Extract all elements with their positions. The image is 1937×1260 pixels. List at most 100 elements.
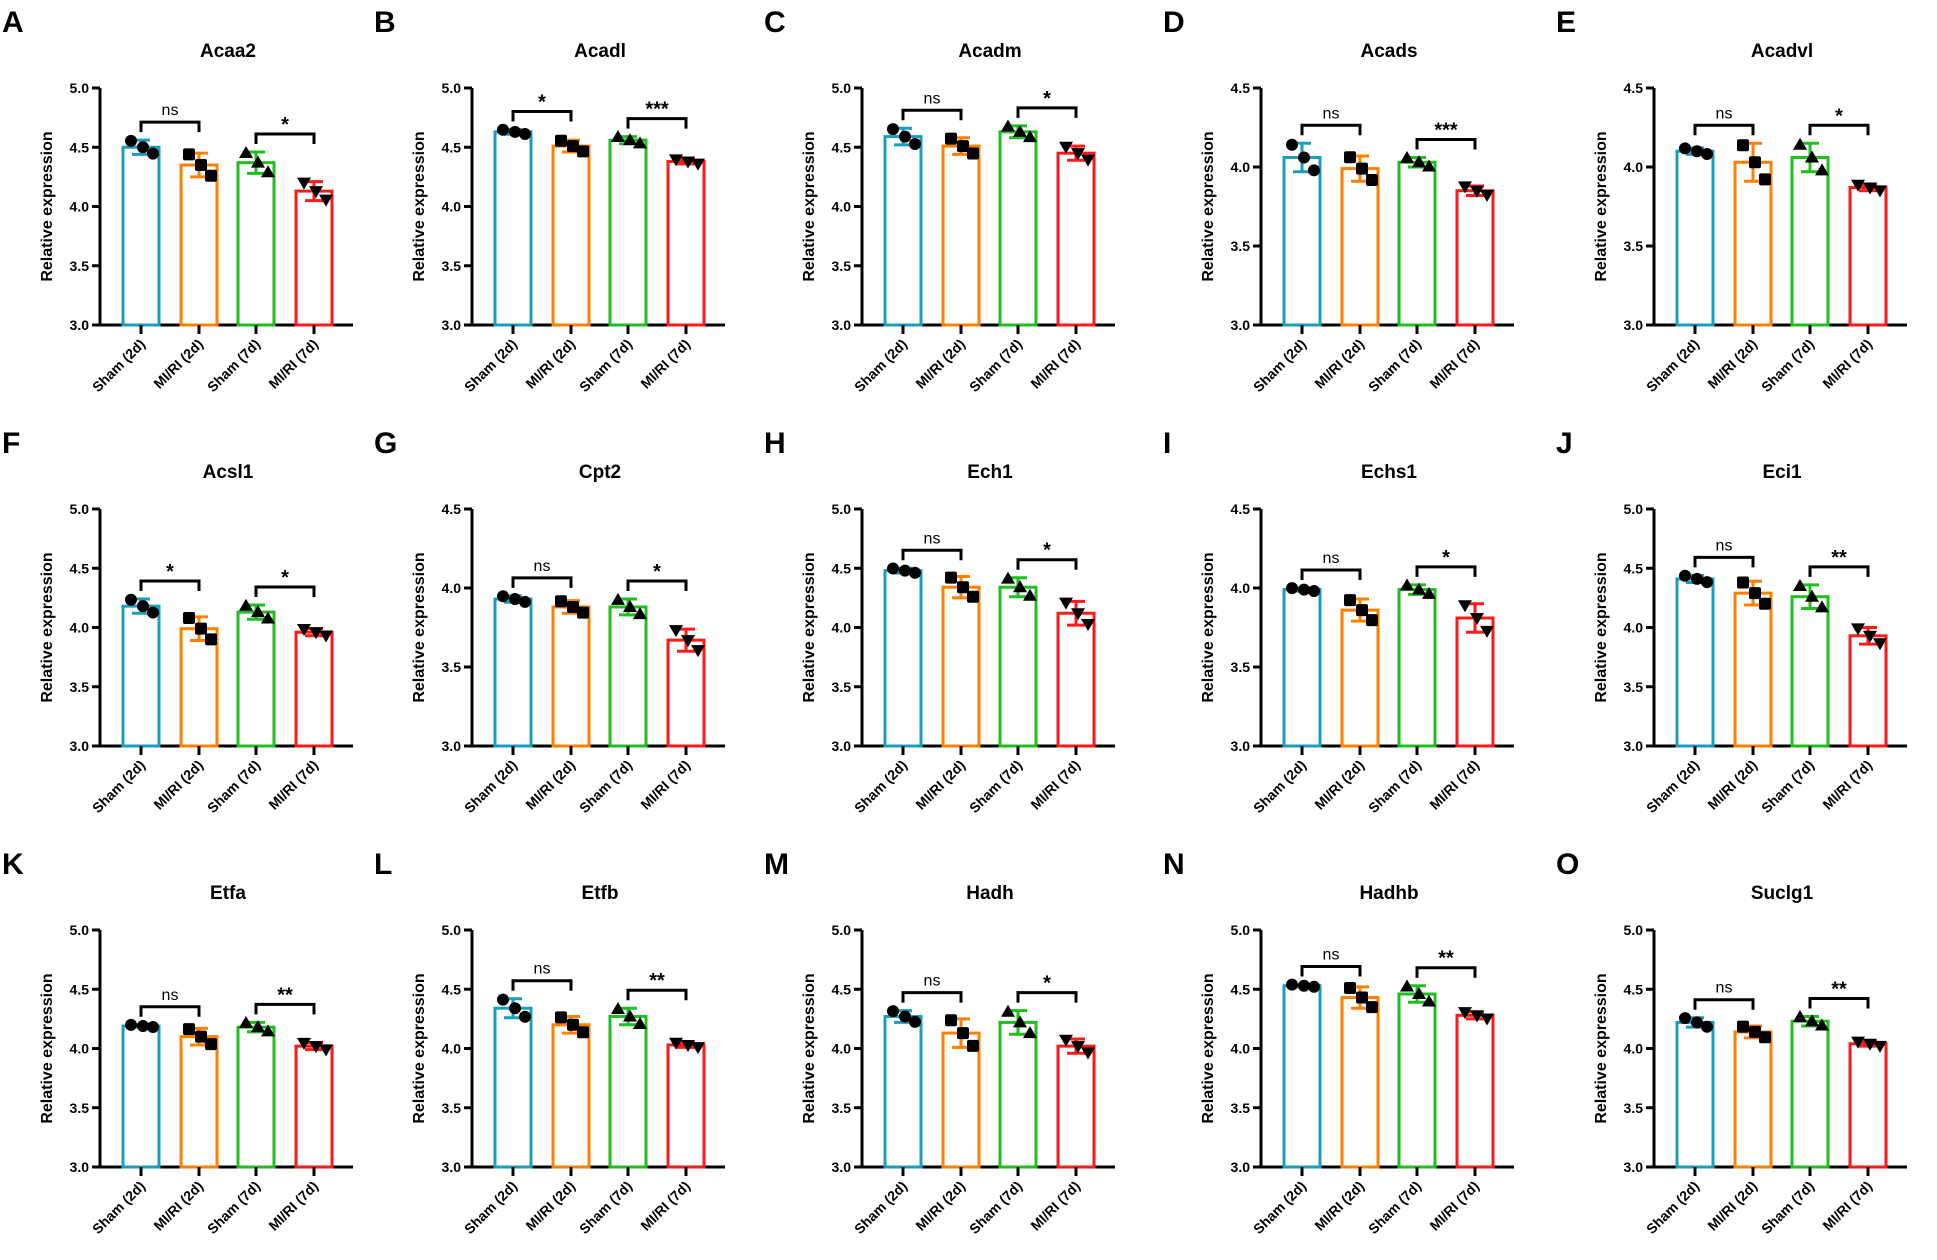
- significance-label: *: [1043, 88, 1051, 110]
- bar-3: [1056, 1044, 1096, 1169]
- x-tick-label: MI/RI (2d): [1704, 1178, 1760, 1234]
- x-tick-label: Sham (7d): [1365, 1178, 1424, 1237]
- data-point: [1737, 576, 1749, 589]
- bar-1: [941, 144, 981, 327]
- x-tick-label: MI/RI (7d): [1819, 757, 1875, 813]
- significance-label: *: [653, 561, 661, 583]
- data-point: [899, 564, 911, 577]
- bar-0: [883, 569, 923, 748]
- bar-0: [1282, 156, 1322, 327]
- data-point: [567, 140, 579, 153]
- y-tick-label: 4.0: [832, 199, 852, 215]
- data-point: [1805, 1014, 1819, 1027]
- data-point: [297, 624, 311, 637]
- data-point: [1013, 124, 1027, 137]
- bar-0: [121, 604, 161, 748]
- bar-3: [1455, 189, 1495, 327]
- data-point: [309, 1041, 323, 1054]
- y-tick-label: 3.0: [70, 1159, 90, 1175]
- bar-0: [883, 1015, 923, 1169]
- data-point: [899, 130, 911, 143]
- chart-title: Etfa: [210, 883, 246, 904]
- chart-panel-N: N Hadhb Relative expression 3.0 3.5 4.0 4.5 5.0…: [1163, 848, 1514, 1237]
- significance-label: *: [1835, 105, 1843, 127]
- significance-label: ns: [924, 530, 941, 547]
- data-point: [1422, 994, 1436, 1007]
- significance-label: *: [538, 91, 546, 113]
- y-axis-label: Relative expression: [1200, 131, 1217, 281]
- data-point: [251, 605, 265, 618]
- data-point: [1400, 979, 1414, 992]
- bar-3: [1848, 186, 1888, 327]
- bar-3: [1455, 616, 1495, 748]
- y-tick-label: 4.0: [1231, 580, 1251, 596]
- x-tick-label: Sham (2d): [89, 1178, 148, 1237]
- x-tick-label: MI/RI (2d): [912, 757, 968, 813]
- y-tick-label: 3.0: [1624, 317, 1644, 333]
- panel-letter: K: [2, 848, 24, 881]
- significance-bracket: [1415, 138, 1477, 150]
- y-tick-label: 4.5: [70, 981, 90, 997]
- data-point: [967, 147, 979, 160]
- significance-label: *: [1043, 540, 1051, 562]
- y-axis-label: Relative expression: [801, 131, 818, 281]
- y-axis-label: Relative expression: [39, 131, 56, 281]
- y-tick-label: 5.0: [832, 501, 852, 517]
- bar-2: [998, 1020, 1038, 1169]
- data-point: [1691, 145, 1703, 158]
- data-point: [1691, 1016, 1703, 1029]
- chart-panel-H: H Ech1 Relative expression 3.0 3.5 4.0 4.5 5.0 S…: [764, 427, 1115, 816]
- data-point: [1286, 582, 1298, 595]
- chart-title: Acadm: [958, 41, 1021, 62]
- y-tick-label: 4.5: [1231, 981, 1251, 997]
- data-point: [1356, 604, 1368, 617]
- x-tick-label: MI/RI (7d): [1027, 1178, 1083, 1234]
- data-point: [1081, 154, 1095, 167]
- data-point: [147, 1021, 159, 1034]
- data-point: [1298, 151, 1310, 164]
- data-point: [509, 593, 521, 606]
- panel-letter: A: [2, 6, 24, 39]
- y-tick-label: 5.0: [70, 80, 90, 96]
- chart-panel-F: F Acsl1 Relative expression 3.0 3.5 4.0 4.5 5.0…: [2, 427, 353, 816]
- x-tick-label: MI/RI (7d): [1027, 757, 1083, 813]
- data-point: [1851, 179, 1865, 192]
- significance-label: *: [281, 114, 289, 136]
- bar-2: [236, 1025, 276, 1169]
- bar-0: [1282, 588, 1322, 748]
- significance-label: ns: [162, 987, 179, 1004]
- bar-0: [121, 145, 161, 327]
- chart-panel-O: O Suclg1 Relative expression 3.0 3.5 4.0 4.5 5.…: [1556, 848, 1907, 1237]
- data-point: [577, 1026, 589, 1039]
- y-axis-label: Relative expression: [411, 131, 428, 281]
- x-tick-label: MI/RI (7d): [1819, 1178, 1875, 1234]
- y-tick-label: 5.0: [832, 80, 852, 96]
- y-tick-label: 4.0: [832, 620, 852, 636]
- x-tick-label: MI/RI (2d): [1704, 757, 1760, 813]
- data-point: [555, 1011, 567, 1024]
- y-axis-label: Relative expression: [801, 973, 818, 1123]
- x-tick-label: MI/RI (2d): [1311, 757, 1367, 813]
- y-tick-label: 4.0: [70, 1041, 90, 1057]
- y-tick-label: 3.0: [832, 738, 852, 754]
- chart-title: Suclg1: [1751, 883, 1814, 904]
- data-point: [1059, 597, 1073, 610]
- x-tick-label: Sham (2d): [461, 757, 520, 816]
- y-axis-label: Relative expression: [39, 973, 56, 1123]
- y-tick-label: 3.5: [1231, 659, 1251, 675]
- y-tick-label: 3.5: [1624, 238, 1644, 254]
- panel-letter: O: [1556, 848, 1579, 881]
- significance-bracket: [1300, 123, 1362, 136]
- chart-panel-E: E Acadvl Relative expression 3.0 3.5 4.0 4.5 Sh…: [1556, 6, 1907, 395]
- chart-title: Hadhb: [1359, 883, 1418, 904]
- y-axis-label: Relative expression: [801, 552, 818, 702]
- chart-title: Acsl1: [203, 462, 254, 483]
- y-tick-label: 4.0: [1624, 620, 1644, 636]
- data-point: [319, 194, 333, 207]
- significance-bracket: [1808, 123, 1870, 136]
- bar-2: [1790, 1019, 1830, 1169]
- y-axis-label: Relative expression: [411, 973, 428, 1123]
- data-point: [509, 1002, 521, 1015]
- panel-letter: C: [764, 6, 786, 39]
- x-tick-label: Sham (2d): [851, 757, 910, 816]
